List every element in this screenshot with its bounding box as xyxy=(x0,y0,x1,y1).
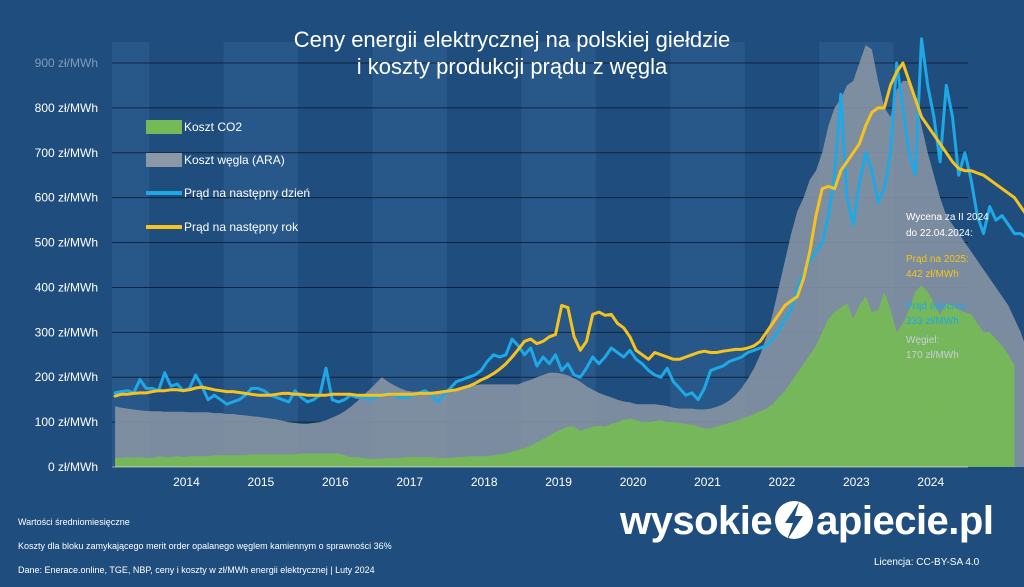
line-year-ahead xyxy=(113,61,1024,398)
legend-swatch-coal xyxy=(146,153,182,167)
area-coal xyxy=(115,45,1024,467)
x-axis-labels: 2014 2015 2016 2017 2018 2019 2020 2021 2022 2023… xyxy=(173,475,944,489)
area-series xyxy=(115,45,1024,467)
annotation-2025-l1: Prąd na 2025: xyxy=(906,254,969,265)
legend-label-coal: Koszt węgla (ARA) xyxy=(184,153,285,167)
x-tick-label-2018: 2018 xyxy=(471,475,498,489)
y-tick-label-200: 200 zł/MWh xyxy=(35,370,98,384)
annotation-current-l2: 333 zł/MWh xyxy=(906,316,959,327)
line-day-ahead xyxy=(113,37,1024,406)
line-series xyxy=(113,37,1024,406)
x-tick-label-2019: 2019 xyxy=(545,475,572,489)
x-tick-label-2020: 2020 xyxy=(620,475,647,489)
chart-title-line1: Ceny energii elektrycznej na polskiej gi… xyxy=(294,27,731,52)
y-tick-label-600: 600 zł/MWh xyxy=(35,191,98,205)
footnote-sources: Dane: Enerace.online, TGE, NBP, ceny i k… xyxy=(18,565,375,575)
y-axis-labels: 0 zł/MWh 100 zł/MWh 200 zł/MWh 300 zł/MWh 40… xyxy=(35,56,98,474)
chart-title-line2: i koszty produkcji prądu z węgla xyxy=(357,54,668,79)
annotation-coal-l2: 170 zł/MWh xyxy=(906,350,959,361)
x-tick-label-2023: 2023 xyxy=(843,475,870,489)
legend-label-co2: Koszt CO2 xyxy=(184,120,242,134)
legend-label-day-ahead: Prąd na następny dzień xyxy=(184,186,310,200)
logo: wysokie apiecie.pl xyxy=(620,498,994,544)
logo-text-part2: apiecie.pl xyxy=(816,499,994,543)
annotation-co2-l2: 227 zł/MWh xyxy=(906,402,959,413)
annotation-current-l1: Prąd obecnie: xyxy=(906,301,968,312)
annotation-valuation-l1: Wycena za II 2024 xyxy=(906,212,989,223)
logo-text-part1: wysokie xyxy=(620,499,773,543)
annotation-coal-l1: Węgiel: xyxy=(906,335,939,346)
y-tick-label-900: 900 zł/MWh xyxy=(35,56,98,70)
year-band-2015 xyxy=(223,42,299,467)
y-tick-label-400: 400 zł/MWh xyxy=(35,280,98,294)
annotation-valuation-l2: do 22.04.2024: xyxy=(906,228,973,239)
y-tick-label-800: 800 zł/MWh xyxy=(35,101,98,115)
x-tick-label-2014: 2014 xyxy=(173,475,200,489)
year-band-2021 xyxy=(670,42,745,467)
x-tick-label-2016: 2016 xyxy=(322,475,349,489)
y-tick-label-100: 100 zł/MWh xyxy=(35,415,98,429)
area-co2 xyxy=(115,285,1015,467)
y-tick-label-300: 300 zł/MWh xyxy=(35,325,98,339)
license: Licencja: CC-BY-SA 4.0 xyxy=(874,557,980,568)
legend-label-year-ahead: Prąd na następny rok xyxy=(184,220,299,234)
legend-swatch-co2 xyxy=(146,120,182,134)
x-tick-label-2015: 2015 xyxy=(248,475,275,489)
y-tick-label-700: 700 zł/MWh xyxy=(35,146,98,160)
footnote-methodology: Koszty dla bloku zamykającego merit orde… xyxy=(18,541,392,551)
y-tick-label-0: 0 zł/MWh xyxy=(48,460,98,474)
footnote-monthly: Wartości średniomiesięczne xyxy=(18,517,130,527)
legend: Koszt CO2 Koszt węgla (ARA) Prąd na nast… xyxy=(146,120,310,234)
annotation-2025-l2: 442 zł/MWh xyxy=(906,269,959,280)
x-tick-label-2017: 2017 xyxy=(396,475,423,489)
annotation-co2-l1: CO2: xyxy=(906,388,929,399)
lightning-bolt-icon xyxy=(775,501,814,540)
annotations: Wycena za II 2024 do 22.04.2024: Prąd na… xyxy=(906,212,989,413)
x-tick-label-2022: 2022 xyxy=(769,475,796,489)
year-band-2013 xyxy=(112,42,150,467)
x-tick-label-2024: 2024 xyxy=(917,475,944,489)
x-tick-label-2021: 2021 xyxy=(694,475,721,489)
y-tick-label-500: 500 zł/MWh xyxy=(35,236,98,250)
